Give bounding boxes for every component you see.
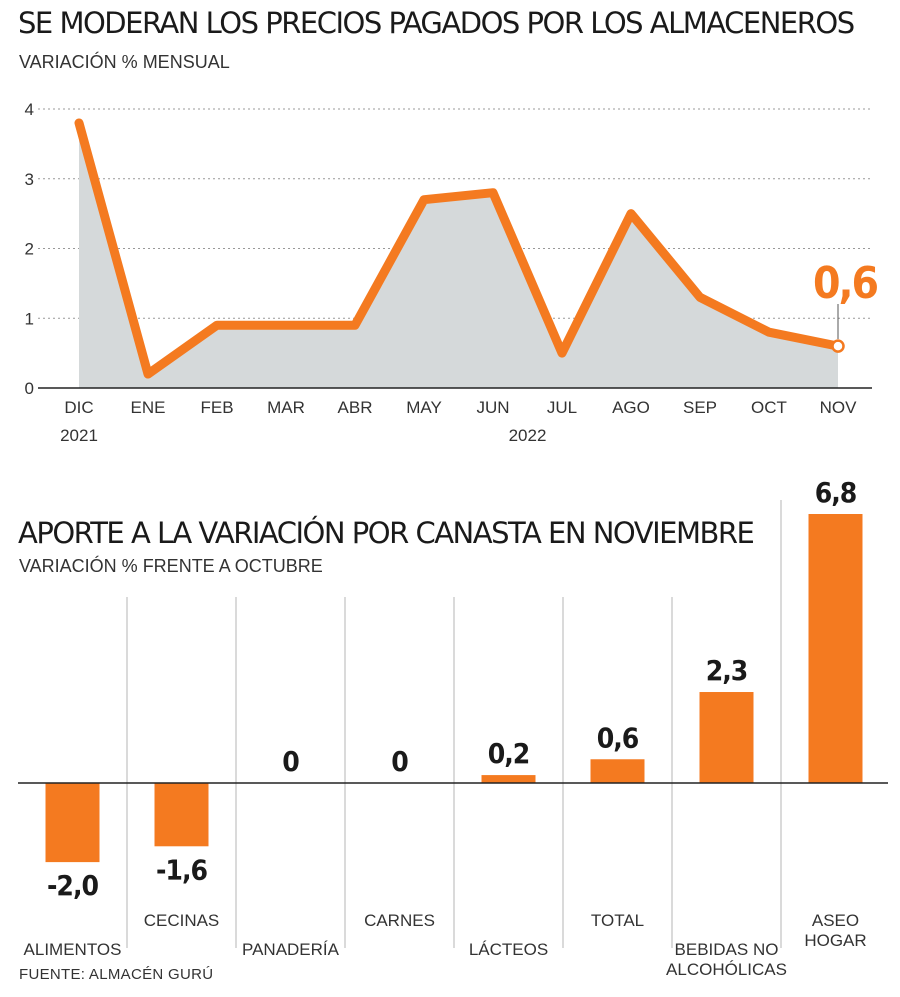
- y-tick-label: 4: [25, 100, 34, 119]
- line-chart: 0 1 2 3 4 0,6 DIC ENE FEB MAR ABR MAY JUN JUL AGO SEP OC…: [25, 100, 880, 445]
- category-label: TOTAL: [591, 911, 644, 930]
- y-tick-label: 3: [25, 170, 34, 189]
- x-tick-label: MAR: [267, 398, 305, 417]
- x-tick-label: ABR: [338, 398, 373, 417]
- bar: [590, 759, 645, 783]
- highlight-value-label: 0,6: [813, 258, 878, 309]
- line-chart-title: SE MODERAN LOS PRECIOS PAGADOS POR LOS A…: [18, 6, 855, 40]
- x-tick-label: ENE: [131, 398, 166, 417]
- year-label: 2021: [60, 426, 98, 445]
- bar-value-label: -2,0: [47, 869, 99, 902]
- category-label: ASEO: [812, 911, 859, 930]
- x-tick-label: AGO: [612, 398, 650, 417]
- bar: [45, 783, 100, 863]
- category-label: CARNES: [364, 911, 435, 930]
- series-line: [74, 118, 843, 379]
- bar: [481, 775, 536, 783]
- bar-chart-subtitle: VARIACIÓN % FRENTE A OCTUBRE: [19, 556, 323, 576]
- category-label: BEBIDAS NO: [675, 940, 779, 959]
- series-area: [79, 122, 838, 388]
- x-tick-label: JUN: [476, 398, 509, 417]
- y-tick-label: 2: [25, 240, 34, 259]
- bar-value-label: 2,3: [706, 654, 748, 687]
- bar-value-label: 0,2: [488, 737, 530, 770]
- x-tick-label: SEP: [683, 398, 717, 417]
- bar-value-label: 0: [391, 745, 408, 778]
- x-tick-label: MAY: [406, 398, 442, 417]
- year-label: 2022: [509, 426, 547, 445]
- y-tick-label: 1: [25, 309, 34, 328]
- highlight-point: [831, 339, 845, 353]
- bar-value-label: 6,8: [815, 476, 857, 509]
- category-label: LÁCTEOS: [469, 940, 548, 959]
- bar: [699, 692, 754, 783]
- source-note: FUENTE: ALMACÉN GURÚ: [19, 966, 214, 983]
- category-label: ALCOHÓLICAS: [666, 960, 787, 979]
- line-chart-subtitle: VARIACIÓN % MENSUAL: [19, 52, 230, 72]
- bar-value-label: 0: [282, 745, 299, 778]
- bar-value-label: 0,6: [597, 721, 639, 754]
- x-tick-label: OCT: [751, 398, 787, 417]
- y-tick-label: 0: [25, 379, 34, 398]
- category-label: CECINAS: [144, 911, 220, 930]
- category-label: ALIMENTOS: [24, 940, 122, 959]
- x-tick-label: NOV: [820, 398, 858, 417]
- bar: [154, 783, 209, 847]
- category-label: PANADERÍA: [242, 940, 340, 959]
- x-tick-label: FEB: [200, 398, 233, 417]
- x-tick-label: DIC: [64, 398, 93, 417]
- category-label: HOGAR: [804, 931, 866, 950]
- bar-chart-title: APORTE A LA VARIACIÓN POR CANASTA EN NOV…: [18, 516, 755, 550]
- x-tick-label: JUL: [547, 398, 577, 417]
- bar: [808, 514, 863, 783]
- bar-value-label: -1,6: [156, 853, 208, 886]
